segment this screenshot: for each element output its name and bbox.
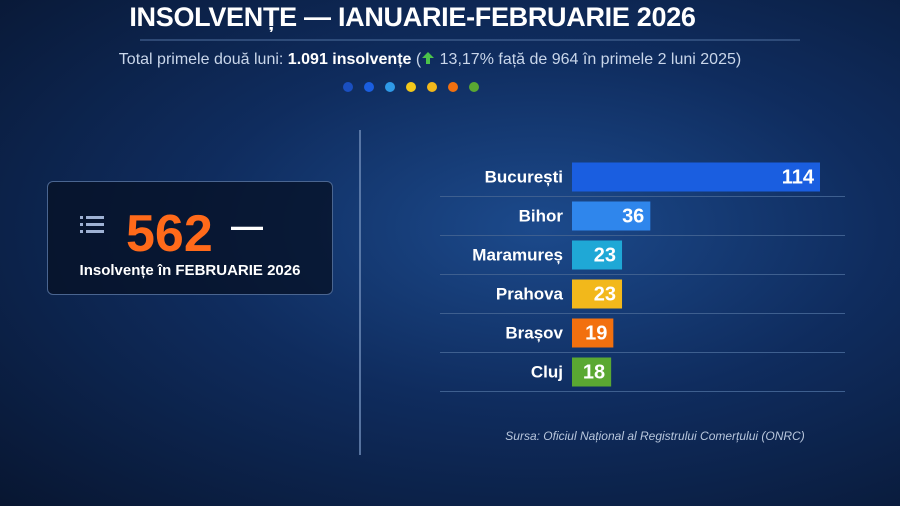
highlight-label: Insolvențe în FEBRUARIE 2026 (79, 262, 301, 279)
value-label: 23 (594, 244, 616, 266)
highlight-dash: — (231, 208, 263, 244)
category-label: Prahova (496, 284, 564, 303)
category-label: Maramureș (472, 245, 563, 264)
subtitle-total: 1.091 insolvențe (287, 51, 412, 68)
title: INSOLVENȚE — IANUARIE-FEBRUARIE 2026 (129, 2, 696, 32)
source: Sursa: Oficiul Național al Registrului C… (505, 429, 804, 443)
value-label: 23 (594, 283, 616, 305)
category-label: Brașov (505, 323, 563, 342)
subtitle-text: ( (415, 51, 422, 68)
highlight-value: 562 (126, 205, 213, 263)
bar-chart: București 114 Bihor 36 Maramureș 23 Prahova 23 B… (440, 162, 845, 392)
value-label: 36 (622, 205, 644, 227)
list-icon (80, 216, 104, 233)
subtitle-text: 13,17% față de 964 în primele 2 luni 202… (439, 51, 742, 68)
bar (572, 162, 820, 192)
bar (572, 201, 651, 231)
bar (572, 279, 623, 309)
up-arrow (422, 52, 435, 64)
value-label: 18 (583, 361, 605, 383)
subtitle-text: Total primele două luni: (118, 51, 284, 68)
value-label: 114 (782, 166, 815, 188)
category-label: Cluj (531, 362, 563, 381)
category-label: București (485, 167, 563, 186)
category-label: Bihor (519, 206, 564, 225)
dots (343, 82, 479, 92)
bar (572, 318, 614, 348)
bar (572, 240, 623, 270)
value-label: 19 (585, 322, 607, 344)
bar (572, 357, 612, 387)
highlight-card: 562 — Insolvențe în FEBRUARIE 2026 (47, 181, 333, 295)
subtitle: Total primele două luni: 1.091 insolvenț… (0, 51, 860, 69)
